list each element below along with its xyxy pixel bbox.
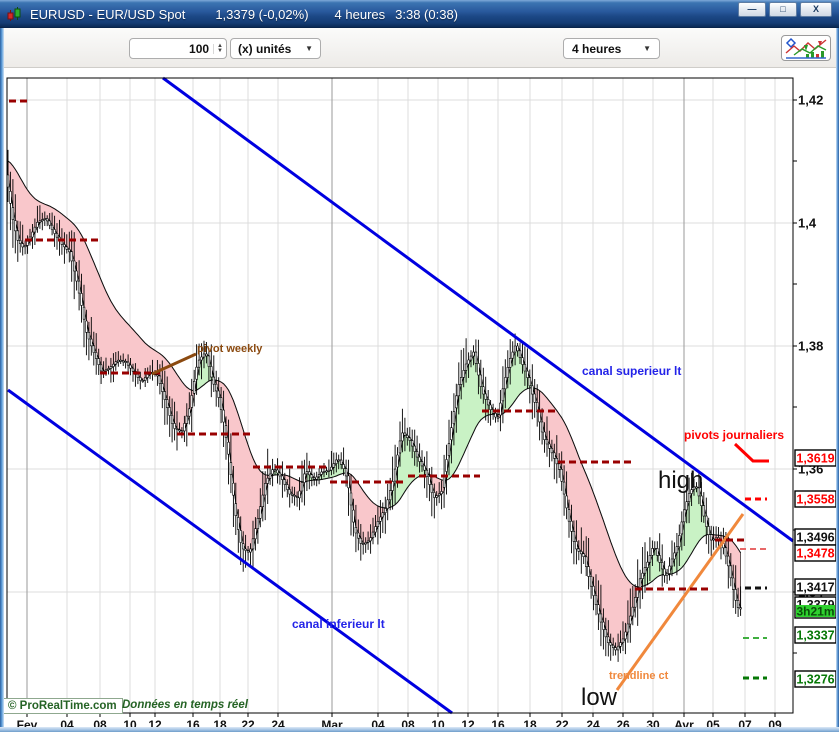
stepper-down-icon[interactable]: ▼ (217, 47, 223, 54)
svg-text:24: 24 (586, 718, 600, 727)
svg-text:1,3478: 1,3478 (796, 547, 834, 561)
svg-text:1,3417: 1,3417 (796, 581, 834, 595)
window-border-left (0, 28, 4, 732)
svg-text:1,4: 1,4 (798, 216, 817, 231)
close-button[interactable]: X (800, 2, 832, 17)
plot-border (6, 77, 794, 714)
close-icon: X (812, 4, 819, 14)
title-countdown: 3:38 (0:38) (395, 6, 459, 22)
window-title: EURUSD - EUR/USD Spot (30, 6, 186, 22)
price-level-boxes: 1,3619 1,3558 1,3496 1,3478 1,3417 1,3337 1,32… (794, 449, 837, 688)
gridlines (7, 78, 793, 713)
svg-text:3h21m: 3h21m (796, 605, 834, 619)
pivot-weekly-arrow (151, 352, 197, 376)
toolbar: 100 ▲ ▼ (x) unités ▼ 4 heures ▼ (0, 28, 839, 68)
maximize-button[interactable]: □ (769, 2, 797, 17)
svg-text:canal inferieur lt: canal inferieur lt (292, 617, 385, 631)
svg-text:08: 08 (401, 718, 415, 727)
chart-annotations: pivot weekly canal superieur lt canal infe… (197, 343, 784, 711)
copyright-badge: © ProRealTime.com (2, 698, 123, 714)
candlesticks (6, 149, 742, 662)
svg-text:Avr: Avr (674, 718, 694, 727)
svg-text:canal superieur lt: canal superieur lt (582, 364, 681, 378)
svg-text:22: 22 (241, 718, 255, 727)
mini-chart-icon (785, 37, 827, 59)
window-border-bottom (0, 727, 839, 732)
window-border-right (836, 28, 839, 732)
svg-text:1,3337: 1,3337 (796, 629, 834, 643)
svg-text:07: 07 (738, 718, 752, 727)
svg-text:1,3558: 1,3558 (796, 493, 834, 507)
svg-text:26: 26 (616, 718, 630, 727)
svg-text:1,3496: 1,3496 (796, 531, 834, 545)
window-controls: — □ X (738, 2, 832, 17)
svg-text:22: 22 (555, 718, 569, 727)
stepper-up-icon[interactable]: ▲ (217, 42, 223, 49)
chevron-down-icon: ▼ (305, 44, 313, 53)
minimize-button[interactable]: — (738, 2, 766, 17)
svg-text:1,3276: 1,3276 (796, 673, 834, 687)
svg-text:10: 10 (431, 718, 445, 727)
svg-text:16: 16 (186, 718, 200, 727)
svg-text:04: 04 (371, 718, 385, 727)
candlestick-app-icon (6, 6, 22, 22)
ma-cloud (7, 160, 742, 651)
svg-text:09: 09 (768, 718, 782, 727)
chart-region: 1,421,41,381,361,34Fev0408101216182224Ma… (0, 68, 839, 727)
timeframe-dropdown[interactable]: 4 heures ▼ (563, 38, 660, 59)
svg-text:low: low (581, 684, 618, 711)
quantity-stepper[interactable]: 100 ▲ ▼ (129, 38, 227, 59)
units-label: (x) unités (238, 41, 292, 56)
svg-text:Mar: Mar (321, 718, 343, 727)
chart-style-button[interactable] (781, 35, 831, 61)
copyright-text: © ProRealTime.com (8, 700, 117, 712)
stepper-arrows[interactable]: ▲ ▼ (213, 42, 223, 54)
title-bar[interactable]: EURUSD - EUR/USD Spot 1,3379 (-0,02%) 4 … (0, 0, 839, 28)
svg-text:pivots journaliers: pivots journaliers (684, 428, 784, 442)
svg-text:1,38: 1,38 (798, 339, 823, 354)
pivots-journaliers-arrow (733, 442, 769, 463)
title-timeframe: 4 heures (334, 6, 386, 22)
svg-text:05: 05 (706, 718, 720, 727)
svg-text:24: 24 (271, 718, 285, 727)
axes: 1,421,41,381,361,34Fev0408101216182224Ma… (17, 93, 824, 728)
svg-text:08: 08 (93, 718, 107, 727)
drawn-lines[interactable] (7, 76, 794, 715)
svg-text:1,3619: 1,3619 (796, 452, 834, 466)
svg-text:pivot weekly: pivot weekly (197, 343, 263, 355)
svg-text:Fev: Fev (17, 718, 38, 727)
timeframe-label: 4 heures (572, 41, 622, 56)
svg-text:04: 04 (60, 718, 74, 727)
svg-text:12: 12 (148, 718, 162, 727)
svg-text:10: 10 (123, 718, 137, 727)
svg-text:18: 18 (213, 718, 227, 727)
svg-text:1,42: 1,42 (798, 93, 823, 108)
svg-text:16: 16 (491, 718, 505, 727)
units-dropdown[interactable]: (x) unités ▼ (230, 38, 321, 59)
minimize-icon: — (747, 4, 757, 14)
svg-text:18: 18 (523, 718, 537, 727)
quantity-value: 100 (189, 41, 210, 56)
maximize-icon: □ (780, 4, 786, 14)
svg-text:30: 30 (646, 718, 660, 727)
current-price-box: 1,33793h21m (794, 596, 837, 619)
chart-canvas[interactable]: 1,421,41,381,361,34Fev0408101216182224Ma… (0, 68, 839, 727)
svg-text:high: high (658, 467, 703, 494)
title-last-price: 1,3379 (-0,02%) (215, 6, 309, 22)
svg-text:trendline ct: trendline ct (609, 670, 669, 682)
realtime-data-label: Données en temps réel (122, 699, 248, 711)
chevron-down-icon: ▼ (643, 44, 651, 53)
svg-text:12: 12 (461, 718, 475, 727)
